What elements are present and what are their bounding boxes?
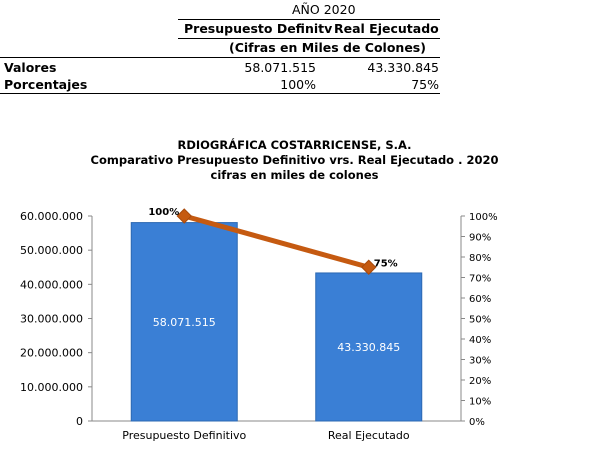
- y-tick-label-left: 50.000.000: [20, 244, 83, 257]
- percent-label: 100%: [148, 207, 179, 218]
- x-tick-label: Real Ejecutado: [328, 429, 410, 442]
- y-tick-label-right: 90%: [469, 233, 491, 244]
- y-tick-label-left: 0: [76, 415, 83, 428]
- y-tick-label-right: 0%: [469, 417, 485, 428]
- y-tick-label-left: 20.000.000: [20, 347, 83, 360]
- y-tick-label-right: 10%: [469, 397, 491, 408]
- x-tick-label: Presupuesto Definitivo: [122, 429, 246, 442]
- table-row-label-porcentajes: Porcentajes: [4, 77, 88, 92]
- percent-marker: [176, 208, 192, 224]
- chart-subtitle-units: cifras en miles de colones: [210, 168, 379, 182]
- chart-title: RDIOGRÁFICA COSTARRICENSE, S.A.: [177, 138, 412, 152]
- table-header-rule-top: [178, 19, 440, 20]
- percent-label: 75%: [374, 258, 398, 269]
- table-row-label-valores: Valores: [4, 60, 57, 75]
- table-cell-valores-col2: 43.330.845: [367, 60, 439, 75]
- y-tick-label-right: 50%: [469, 315, 491, 326]
- table-col1-header: Presupuesto Definitv: [184, 21, 333, 36]
- table-bottom-rule: [0, 93, 440, 94]
- y-tick-label-left: 60.000.000: [20, 210, 83, 223]
- bar-value-label: 58.071.515: [153, 316, 216, 329]
- table-header-rule-bottom: [0, 57, 440, 58]
- y-tick-label-right: 20%: [469, 376, 491, 387]
- percent-marker: [361, 259, 377, 275]
- table-subtitle: (Cifras en Miles de Colones): [229, 40, 426, 55]
- table-cell-porcentajes-col2: 75%: [411, 77, 439, 92]
- table-cell-valores-col1: 58.071.515: [244, 60, 316, 75]
- table-cell-porcentajes-col1: 100%: [280, 77, 316, 92]
- y-tick-label-left: 10.000.000: [20, 381, 83, 394]
- y-tick-label-right: 60%: [469, 294, 491, 305]
- y-tick-label-right: 70%: [469, 274, 491, 285]
- bar: [130, 222, 238, 422]
- y-tick-label-right: 40%: [469, 335, 491, 346]
- table-col2-header: Real Ejecutado: [334, 21, 439, 36]
- table-header-rule-mid: [178, 38, 440, 39]
- chart-subtitle: Comparativo Presupuesto Definitivo vrs. …: [90, 153, 499, 167]
- y-tick-label-right: 30%: [469, 356, 491, 367]
- bar-value-label: 43.330.845: [337, 341, 400, 354]
- y-tick-label-left: 30.000.000: [20, 313, 83, 326]
- y-tick-label-left: 40.000.000: [20, 278, 83, 291]
- percent-line: [183, 213, 370, 270]
- y-tick-label-right: 80%: [469, 253, 491, 264]
- y-tick-label-right: 100%: [469, 212, 498, 223]
- table-year-header: AÑO 2020: [292, 2, 356, 17]
- bar: [315, 272, 423, 422]
